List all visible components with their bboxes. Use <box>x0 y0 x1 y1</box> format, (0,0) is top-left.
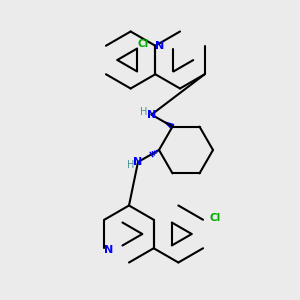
Text: N: N <box>104 245 113 255</box>
Text: H: H <box>127 160 134 170</box>
Text: Cl: Cl <box>209 213 221 223</box>
Text: N: N <box>134 157 142 167</box>
Text: N: N <box>147 110 156 120</box>
Text: N: N <box>155 41 164 51</box>
Text: Cl: Cl <box>138 39 149 49</box>
Text: H: H <box>140 106 148 117</box>
Polygon shape <box>165 122 174 129</box>
